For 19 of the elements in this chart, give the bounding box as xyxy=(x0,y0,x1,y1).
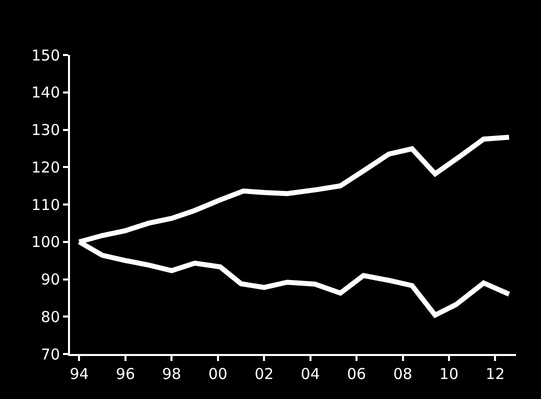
x-tick-label: 06 xyxy=(347,365,366,383)
x-tick-label: 02 xyxy=(254,365,274,383)
y-tick-label: 140 xyxy=(31,84,60,102)
x-tick-label: 10 xyxy=(439,365,459,383)
y-tick-label: 100 xyxy=(31,233,60,252)
x-tick-label: 96 xyxy=(116,365,136,383)
x-tick-label: 12 xyxy=(486,365,505,383)
y-tick-label: 80 xyxy=(40,308,60,326)
y-tick-label: 130 xyxy=(31,121,60,139)
y-tick-label: 90 xyxy=(40,270,60,288)
x-tick-label: 04 xyxy=(300,365,320,383)
y-tick-label: 150 xyxy=(31,46,60,64)
y-tick-label: 110 xyxy=(31,196,60,214)
y-tick-label: 70 xyxy=(40,345,60,364)
y-tick-label: 120 xyxy=(31,158,60,176)
x-tick-label: 98 xyxy=(162,365,182,383)
x-tick-label: 94 xyxy=(70,365,89,383)
x-tick-label: 08 xyxy=(393,365,412,383)
x-tick-label: 00 xyxy=(208,365,228,383)
